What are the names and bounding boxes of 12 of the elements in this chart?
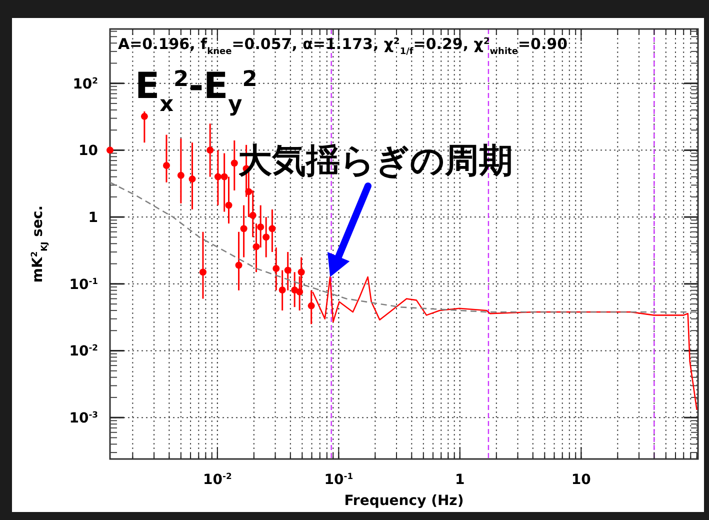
x-axis-title: Frequency (Hz) — [344, 493, 464, 509]
y-tick-label: 10$^{-1}$ — [69, 276, 98, 293]
y-tick-label: 1 — [88, 210, 98, 226]
y-tick-label: 10$^{-2}$ — [69, 342, 98, 360]
x-tick-label: 10$^{-1}$ — [324, 471, 354, 488]
y-tick-label: 10 — [78, 143, 98, 160]
y-tick-label: 10$^{2}$ — [72, 75, 98, 92]
x-tick-label: 1 — [455, 472, 465, 488]
x-tick-label: 10 — [571, 472, 592, 488]
chart-title: A=0.196, f$_{knee}$=0.057, α=1.173, χ$^{2}$$_{1/f}$=0.29, χ$^{2}$$_{white}$=0.90 — [118, 35, 568, 57]
x-tick-label: 10$^{-2}$ — [203, 471, 232, 488]
y-tick-label: 10$^{-3}$ — [69, 410, 98, 427]
